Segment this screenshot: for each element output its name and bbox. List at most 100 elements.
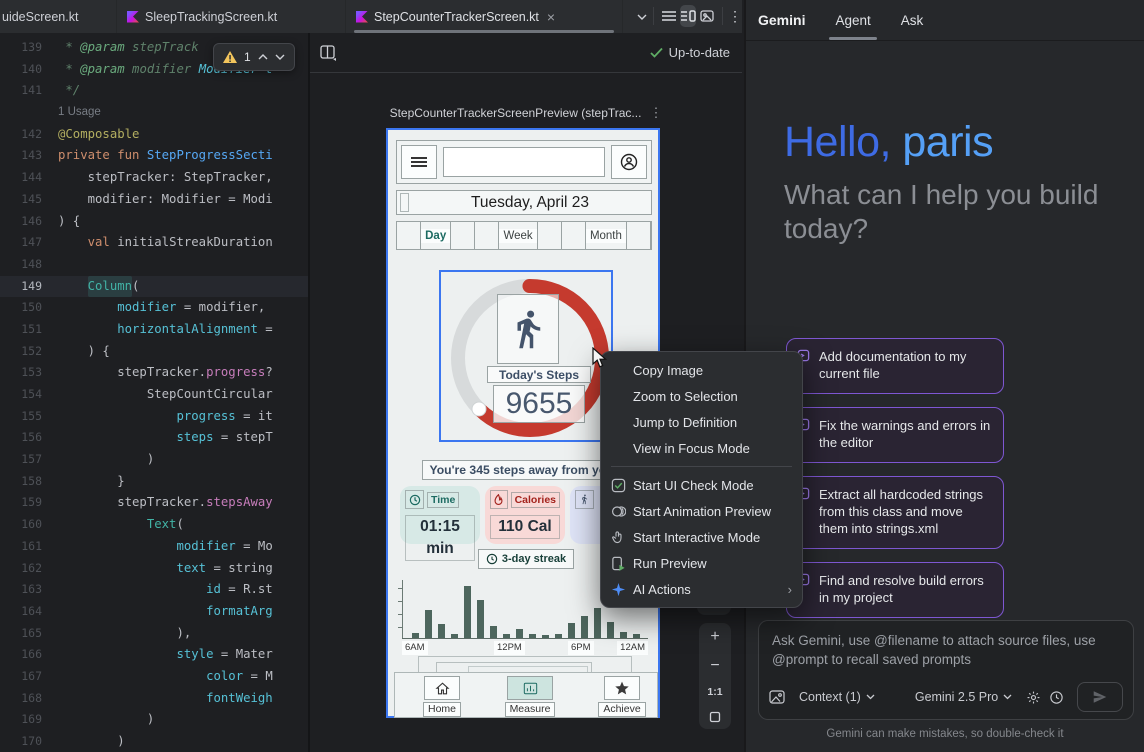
code-line[interactable]: 156 steps = stepT: [0, 427, 308, 449]
menu-item[interactable]: Start UI Check Mode: [601, 472, 802, 498]
zoom-ratio-button[interactable]: 1:1: [707, 686, 723, 699]
zoom-in-button[interactable]: +: [710, 628, 720, 646]
editor-tab[interactable]: uideScreen.kt: [0, 0, 117, 33]
compose-preview-pane: Up-to-date StepCounterTrackerScreenPrevi…: [310, 33, 742, 752]
send-button[interactable]: [1077, 682, 1123, 712]
code-line[interactable]: 145 modifier: Modifier = Modi: [0, 189, 308, 211]
code-line[interactable]: 155 progress = it: [0, 406, 308, 428]
inspection-widget[interactable]: 1: [213, 43, 295, 71]
date-text: Tuesday, April 23: [470, 193, 590, 211]
code-line[interactable]: 168 fontWeigh: [0, 688, 308, 710]
gemini-input-box[interactable]: Ask Gemini, use @filename to attach sour…: [758, 620, 1134, 720]
editor-tab[interactable]: StepCounterTrackerScreen.kt ×: [346, 0, 623, 33]
layout-split-icon[interactable]: [320, 44, 337, 61]
hamburger-menu-icon[interactable]: [401, 145, 437, 179]
code-line[interactable]: 166 style = Mater: [0, 644, 308, 666]
code-line[interactable]: 152 ) {: [0, 341, 308, 363]
code-editor[interactable]: 139 * @param stepTrack 140 * @param modif…: [0, 33, 310, 752]
menu-item[interactable]: Zoom to Selection: [633, 388, 738, 404]
code-line[interactable]: 147 val initialStreakDuration: [0, 232, 308, 254]
prev-issue-icon[interactable]: [258, 54, 268, 60]
phone-top-bar: [396, 140, 652, 184]
suggestion-card[interactable]: Fix the warnings and errors in the edito…: [786, 407, 1004, 463]
code-line[interactable]: 149 Column(: [0, 275, 308, 298]
preview-kebab-icon[interactable]: ⋮: [649, 105, 663, 120]
code-line[interactable]: 170 ): [0, 731, 308, 752]
tab-cell[interactable]: Day: [421, 222, 452, 249]
bar: [633, 634, 640, 638]
code-line[interactable]: 141 */: [0, 80, 308, 102]
chevron-down-icon[interactable]: [637, 0, 647, 33]
menu-item[interactable]: Jump to Definition: [633, 414, 738, 430]
code-line[interactable]: 157 ): [0, 449, 308, 471]
context-selector[interactable]: Context (1): [799, 690, 875, 704]
split-preview-icon[interactable]: [679, 5, 696, 27]
nav-item-home[interactable]: Home: [407, 676, 477, 717]
code-line[interactable]: 158 }: [0, 471, 308, 493]
zoom-out-button[interactable]: −: [710, 656, 720, 674]
code-line[interactable]: 165 ),: [0, 623, 308, 645]
account-icon[interactable]: [611, 145, 647, 179]
attach-image-icon[interactable]: [769, 690, 785, 704]
code-line[interactable]: 143 private fun StepProgressSecti: [0, 145, 308, 167]
list-view-icon[interactable]: [661, 5, 676, 27]
settings-gear-icon[interactable]: [1026, 690, 1041, 705]
kebab-menu-icon[interactable]: ⋮: [728, 8, 742, 24]
history-icon[interactable]: [1049, 690, 1064, 705]
code-line[interactable]: 153 stepTracker. progress?: [0, 362, 308, 384]
line-number: 166: [21, 647, 42, 662]
nav-item-achieve[interactable]: Achieve: [587, 676, 657, 717]
x-tick-label: 12PM: [494, 641, 525, 655]
code-line[interactable]: 167 color = M: [0, 666, 308, 688]
code-line[interactable]: 142 @Composable: [0, 124, 308, 146]
menu-item[interactable]: Copy Image: [633, 362, 704, 378]
menu-item[interactable]: Start Interactive Mode: [601, 524, 802, 550]
code-line[interactable]: 162 text = string: [0, 558, 308, 580]
code-line[interactable]: 1 Usage: [0, 102, 308, 124]
code-line[interactable]: 161 modifier = Mo: [0, 536, 308, 558]
animation-icon: [610, 503, 626, 519]
bottom-navigation: Home Measure Achieve: [394, 672, 658, 718]
menu-item[interactable]: View in Focus Mode: [633, 440, 750, 456]
code-line[interactable]: 154 StepCountCircular: [0, 384, 308, 406]
bar: [477, 600, 484, 638]
tab-agent[interactable]: Agent: [829, 0, 878, 40]
suggestion-card[interactable]: Extract all hardcoded strings from this …: [786, 476, 1004, 549]
fit-to-screen-button[interactable]: [709, 711, 721, 723]
tab-cell: [475, 222, 500, 249]
code-line[interactable]: 159 stepTracker. stepsAway: [0, 492, 308, 514]
line-number: 151: [21, 321, 42, 336]
selection-box[interactable]: Today's Steps 9655: [439, 270, 613, 442]
code-line[interactable]: 139 * @param stepTrack: [0, 37, 308, 59]
code-line[interactable]: 164 formatArg: [0, 601, 308, 623]
line-number: 140: [21, 61, 42, 76]
menu-item[interactable]: Run Preview: [601, 550, 802, 576]
close-tab-icon[interactable]: ×: [546, 8, 556, 25]
nav-item-measure[interactable]: Measure: [495, 676, 565, 717]
editor-tab[interactable]: SleepTrackingScreen.kt: [117, 0, 346, 33]
model-selector[interactable]: Gemini 2.5 Pro: [915, 690, 1012, 704]
tab-week[interactable]: Week: [499, 228, 537, 243]
code-line[interactable]: 150 modifier = modifier,: [0, 297, 308, 319]
tab-cell[interactable]: Month: [585, 222, 627, 249]
code-line[interactable]: 160 Text(: [0, 514, 308, 536]
tab-day[interactable]: Day: [421, 228, 451, 243]
suggestion-card[interactable]: Find and resolve build errors in my proj…: [786, 562, 1004, 618]
next-issue-icon[interactable]: [275, 54, 285, 60]
tab-ask[interactable]: Ask: [900, 12, 924, 28]
code-line[interactable]: 163 id = R.st: [0, 579, 308, 601]
search-input[interactable]: [443, 147, 605, 177]
tab-cell[interactable]: Week: [499, 222, 538, 249]
code-line[interactable]: 151 horizontalAlignment =: [0, 319, 308, 341]
build-status: Up-to-date: [649, 45, 730, 60]
menu-item[interactable]: AI Actions ›: [601, 576, 802, 602]
image-view-icon[interactable]: [699, 5, 714, 27]
code-line[interactable]: 144 stepTracker: StepTracker,: [0, 167, 308, 189]
code-line[interactable]: 146) {: [0, 211, 308, 233]
code-line[interactable]: 148: [0, 254, 308, 276]
code-line[interactable]: 169 ): [0, 709, 308, 731]
tab-month[interactable]: Month: [585, 228, 626, 243]
suggestion-card[interactable]: Add documentation to my current file: [786, 338, 1004, 394]
card-value: 110 Cal: [490, 515, 560, 539]
menu-item[interactable]: Start Animation Preview: [601, 498, 802, 524]
